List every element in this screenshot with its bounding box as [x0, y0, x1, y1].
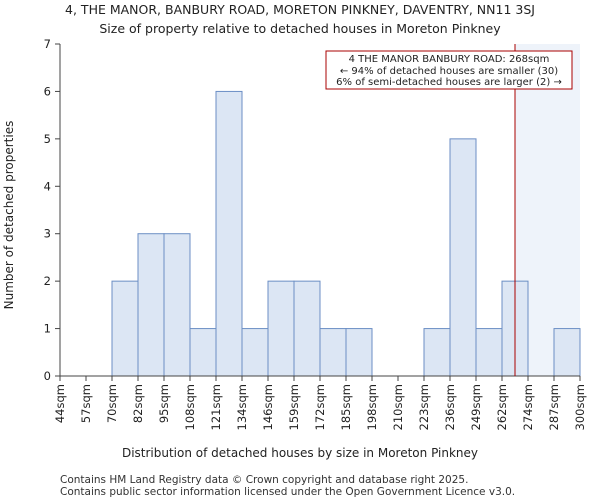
chart-title: 4, THE MANOR, BANBURY ROAD, MORETON PINK… [65, 2, 535, 17]
x-tick-label: 57sqm [79, 384, 93, 423]
x-tick-label: 121sqm [209, 384, 223, 430]
x-tick-label: 210sqm [391, 384, 405, 430]
bar-185sqm [345, 328, 373, 377]
x-tick-label: 262sqm [495, 384, 509, 430]
bar-287sqm [553, 328, 581, 377]
annotation-line-1: 4 THE MANOR BANBURY ROAD: 268sqm [349, 54, 550, 65]
y-tick-label: 2 [44, 274, 51, 288]
footer-line-1: Contains HM Land Registry data © Crown c… [60, 474, 468, 486]
annotation-border [325, 50, 573, 90]
x-tick-label: 146sqm [261, 384, 275, 430]
y-tick-label: 5 [44, 132, 51, 146]
bar-236sqm [449, 138, 477, 377]
x-tick-label: 95sqm [157, 384, 171, 423]
x-axis-label: Distribution of detached houses by size … [122, 446, 478, 460]
bar-249sqm [475, 328, 503, 377]
bar-121sqm [215, 90, 243, 377]
x-tick-label: 44sqm [53, 384, 67, 423]
bar-146sqm [267, 280, 295, 377]
y-tick-label: 0 [44, 369, 51, 383]
x-tick-label: 159sqm [287, 384, 301, 430]
x-tick-label: 287sqm [547, 384, 561, 430]
x-tick-label: 134sqm [235, 384, 249, 430]
annotation-line-3: 6% of semi-detached houses are larger (2… [336, 77, 562, 88]
y-tick-label: 4 [44, 179, 51, 193]
x-tick-label: 274sqm [521, 384, 535, 430]
x-tick-label: 70sqm [105, 384, 119, 423]
bar-82sqm [137, 233, 165, 377]
bar-134sqm [241, 328, 269, 377]
x-tick-label: 172sqm [313, 384, 327, 430]
chart-subtitle: Size of property relative to detached ho… [99, 21, 501, 36]
bar-159sqm [293, 280, 321, 377]
x-tick-label: 185sqm [339, 384, 353, 430]
x-tick-label: 82sqm [131, 384, 145, 423]
y-axis-label: Number of detached properties [2, 121, 16, 310]
bar-95sqm [163, 233, 191, 377]
footer-line-2: Contains public sector information licen… [60, 486, 515, 498]
annotation-box: 4 THE MANOR BANBURY ROAD: 268sqm ← 94% o… [325, 50, 573, 90]
x-tick-label: 236sqm [443, 384, 457, 430]
x-tick-label: 223sqm [417, 384, 431, 430]
x-tick-label: 108sqm [183, 384, 197, 430]
bar-172sqm [319, 328, 347, 377]
y-tick-label: 3 [44, 227, 51, 241]
bar-108sqm [189, 328, 217, 377]
x-tick-label: 198sqm [365, 384, 379, 430]
bar-223sqm [423, 328, 451, 377]
y-tick-label: 6 [44, 84, 51, 98]
x-tick-label: 300sqm [573, 384, 587, 430]
bar-70sqm [111, 280, 139, 377]
annotation-line-2: ← 94% of detached houses are smaller (30… [340, 66, 558, 77]
y-tick-label: 7 [44, 37, 51, 51]
x-tick-label: 249sqm [469, 384, 483, 430]
y-tick-label: 1 [44, 322, 51, 336]
